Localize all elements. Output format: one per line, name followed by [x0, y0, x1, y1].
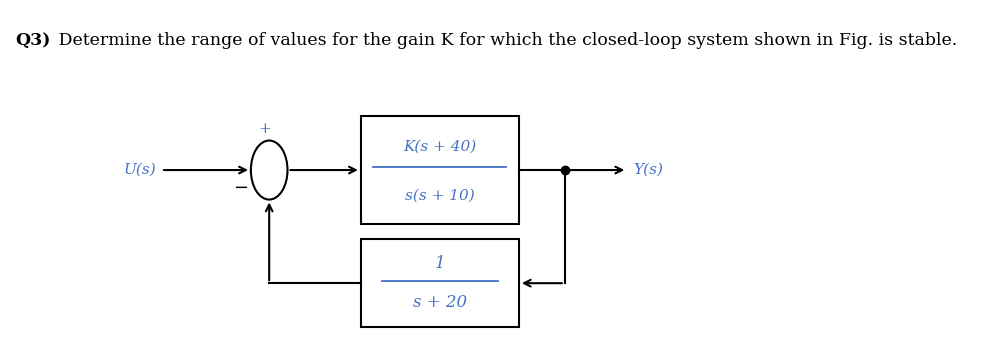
- Text: Q3): Q3): [15, 32, 50, 49]
- Text: 1: 1: [434, 255, 446, 272]
- Text: K(s + 40): K(s + 40): [403, 139, 477, 154]
- Text: Y(s): Y(s): [633, 163, 663, 177]
- Text: −: −: [233, 179, 248, 197]
- Text: s + 20: s + 20: [413, 294, 467, 312]
- Text: s(s + 10): s(s + 10): [405, 189, 475, 203]
- Text: Determine the range of values for the gain K for which the closed-loop system sh: Determine the range of values for the ga…: [52, 32, 957, 49]
- Text: +: +: [259, 121, 271, 136]
- FancyBboxPatch shape: [361, 116, 519, 224]
- Text: U(s): U(s): [124, 163, 157, 177]
- FancyBboxPatch shape: [361, 239, 519, 327]
